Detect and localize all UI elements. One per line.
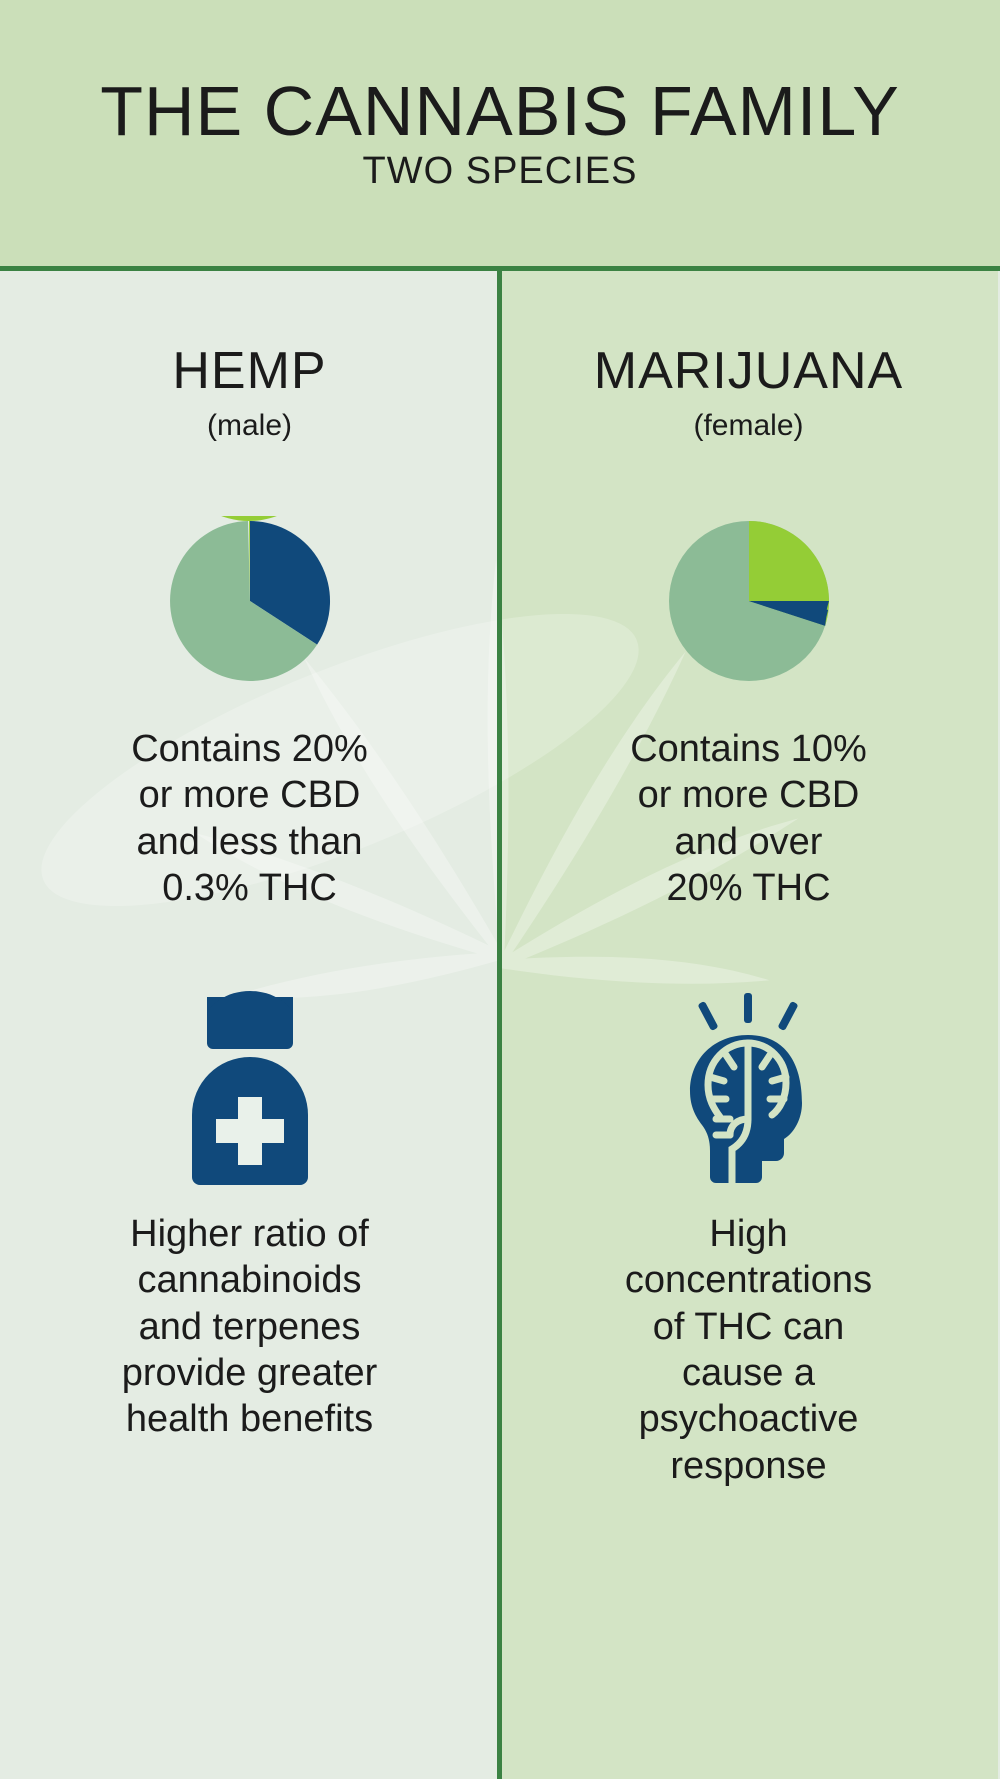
pie-chart-hemp — [169, 516, 330, 681]
comparison-columns: HEMP (male) Contains 20% or more CBD — [0, 271, 1000, 1779]
pie-chart-hemp-wrap — [0, 516, 499, 686]
benefit-line: and terpenes — [138, 1305, 361, 1348]
page-subtitle: TWO SPECIES — [362, 150, 638, 192]
species-sex-hemp: (male) — [206, 409, 292, 442]
fact-line: 0.3% THC — [162, 867, 337, 910]
pie-slice-thc-hemp — [249, 521, 330, 645]
fact-line: Contains 20% — [131, 728, 368, 770]
pie-slice-thc-marijuana — [748, 521, 829, 626]
fact-text-marijuana: Contains 10% or more CBD and over 20% TH… — [499, 726, 998, 911]
benefit-text-marijuana: High concentrations of THC can cause a p… — [499, 1211, 998, 1489]
page-title: THE CANNABIS FAMILY — [100, 72, 900, 150]
benefit-line: response — [670, 1444, 827, 1487]
pie-chart-marijuana-wrap — [499, 516, 998, 686]
column-divider — [497, 271, 502, 1779]
pie-chart-marijuana — [668, 521, 829, 681]
benefit-line: psychoactive — [638, 1398, 859, 1441]
medicine-bottle-icon — [191, 991, 308, 1185]
brain-head-icon — [689, 993, 802, 1187]
column-hemp: HEMP (male) Contains 20% or more CBD — [0, 271, 499, 1779]
benefit-line: High — [709, 1213, 788, 1255]
pie-slice-cbd-hemp — [169, 521, 317, 681]
benefit-line: provide greater — [121, 1352, 378, 1395]
icon-wrap-marijuana — [499, 971, 998, 1191]
column-marijuana: MARIJUANA (female) Contains 10% — [499, 271, 998, 1779]
icon-wrap-hemp — [0, 971, 499, 1191]
species-title-marijuana: MARIJUANA — [593, 342, 904, 400]
benefit-line: concentrations — [624, 1259, 873, 1302]
benefit-line: cause a — [681, 1352, 816, 1395]
fact-line: and less than — [136, 820, 363, 863]
fact-line: Contains 10% — [630, 728, 867, 770]
benefit-line: Higher ratio of — [130, 1213, 369, 1255]
benefit-line: of THC can — [652, 1305, 845, 1348]
benefit-text-hemp: Higher ratio of cannabinoids and terpene… — [0, 1211, 499, 1443]
benefit-line: cannabinoids — [137, 1259, 362, 1302]
species-sex-marijuana: (female) — [693, 409, 804, 442]
header-divider-rule — [0, 266, 1000, 271]
fact-line: or more CBD — [138, 774, 361, 817]
benefit-line: health benefits — [125, 1398, 374, 1441]
fact-line: or more CBD — [637, 774, 860, 817]
fact-text-hemp: Contains 20% or more CBD and less than 0… — [0, 726, 499, 911]
header-banner: THE CANNABIS FAMILY TWO SPECIES — [0, 0, 1000, 266]
fact-line: 20% THC — [666, 867, 831, 910]
species-title-hemp: HEMP — [172, 342, 327, 400]
pie-slice-cbd-marijuana-2 — [748, 601, 829, 626]
fact-line: and over — [674, 820, 823, 863]
